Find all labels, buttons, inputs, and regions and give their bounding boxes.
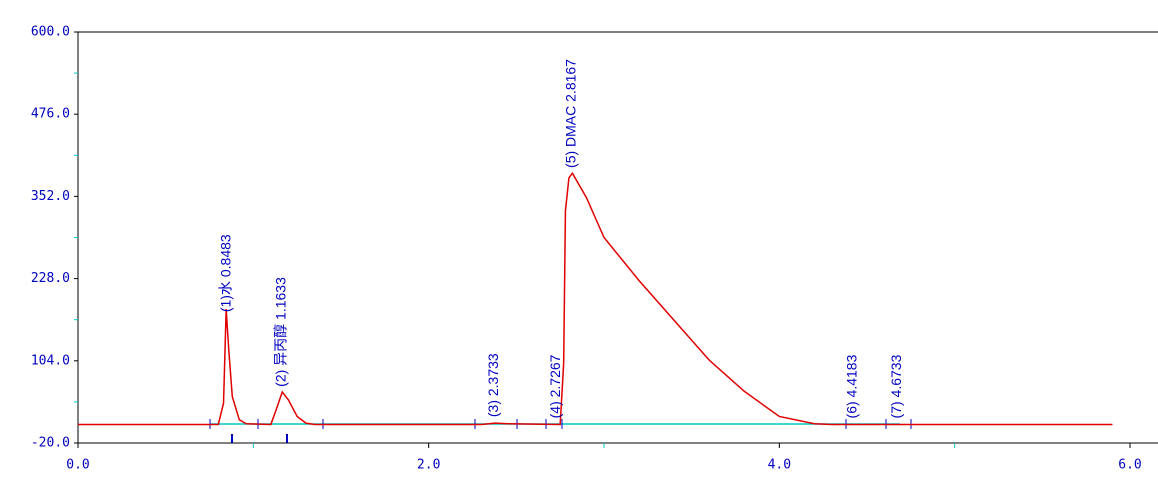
peak-label: (4) 2.7267	[547, 354, 563, 418]
x-tick-label: 0.0	[66, 458, 89, 473]
peak-label: (1)水 0.8483	[217, 234, 233, 312]
y-tick-label: -20.0	[31, 436, 70, 451]
y-tick-label: 476.0	[31, 107, 70, 122]
peak-label: (2) 异丙醇 1.1633	[273, 277, 289, 387]
y-tick-label: 228.0	[31, 271, 70, 286]
x-tick-label: 6.0	[1118, 458, 1141, 473]
trace	[78, 171, 1113, 426]
y-tick-label: 104.0	[31, 353, 70, 368]
peak-label: (7) 4.6733	[888, 354, 904, 418]
peak-label: (3) 2.3733	[485, 353, 501, 417]
y-tick-label: 352.0	[31, 189, 70, 204]
peak-label: (5) DMAC 2.8167	[563, 59, 579, 168]
x-tick-label: 2.0	[417, 458, 440, 473]
y-tick-label: 600.0	[31, 25, 70, 40]
peak-markers	[231, 434, 288, 443]
x-tick-label: 4.0	[768, 458, 791, 473]
peak-label: (6) 4.4183	[843, 354, 859, 418]
